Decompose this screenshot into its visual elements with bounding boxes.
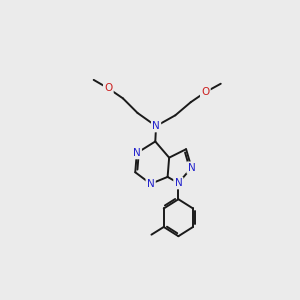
Text: O: O (104, 83, 112, 93)
Text: N: N (133, 148, 141, 158)
Text: N: N (147, 179, 154, 189)
Text: N: N (175, 178, 182, 188)
Text: N: N (188, 163, 195, 173)
Text: O: O (201, 87, 209, 97)
Text: N: N (152, 121, 160, 131)
